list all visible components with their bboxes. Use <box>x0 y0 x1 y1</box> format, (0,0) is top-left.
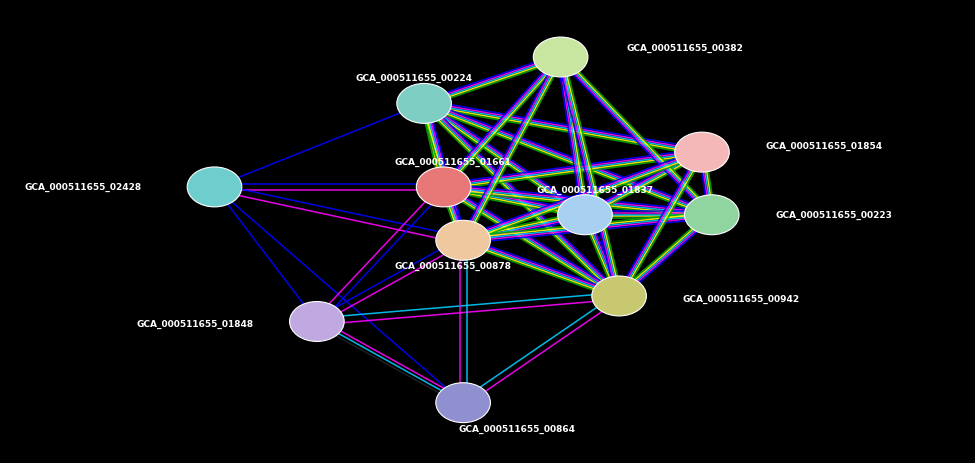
Ellipse shape <box>592 276 646 316</box>
Text: GCA_000511655_00382: GCA_000511655_00382 <box>627 44 744 53</box>
Text: GCA_000511655_00878: GCA_000511655_00878 <box>395 262 512 271</box>
Ellipse shape <box>436 221 490 261</box>
Text: GCA_000511655_02428: GCA_000511655_02428 <box>24 183 141 192</box>
Ellipse shape <box>187 168 242 207</box>
Ellipse shape <box>533 38 588 78</box>
Text: GCA_000511655_01661: GCA_000511655_01661 <box>395 157 512 167</box>
Ellipse shape <box>397 84 451 124</box>
Text: GCA_000511655_00864: GCA_000511655_00864 <box>458 424 575 433</box>
Ellipse shape <box>416 168 471 207</box>
Text: GCA_000511655_00223: GCA_000511655_00223 <box>775 211 892 220</box>
Text: GCA_000511655_01854: GCA_000511655_01854 <box>765 141 882 150</box>
Text: GCA_000511655_00224: GCA_000511655_00224 <box>356 74 473 83</box>
Text: GCA_000511655_01848: GCA_000511655_01848 <box>136 319 254 329</box>
Ellipse shape <box>290 302 344 342</box>
Text: GCA_000511655_01837: GCA_000511655_01837 <box>536 185 653 194</box>
Ellipse shape <box>684 195 739 235</box>
Ellipse shape <box>558 195 612 235</box>
Ellipse shape <box>675 133 729 173</box>
Text: GCA_000511655_00942: GCA_000511655_00942 <box>682 294 800 303</box>
Ellipse shape <box>436 383 490 423</box>
